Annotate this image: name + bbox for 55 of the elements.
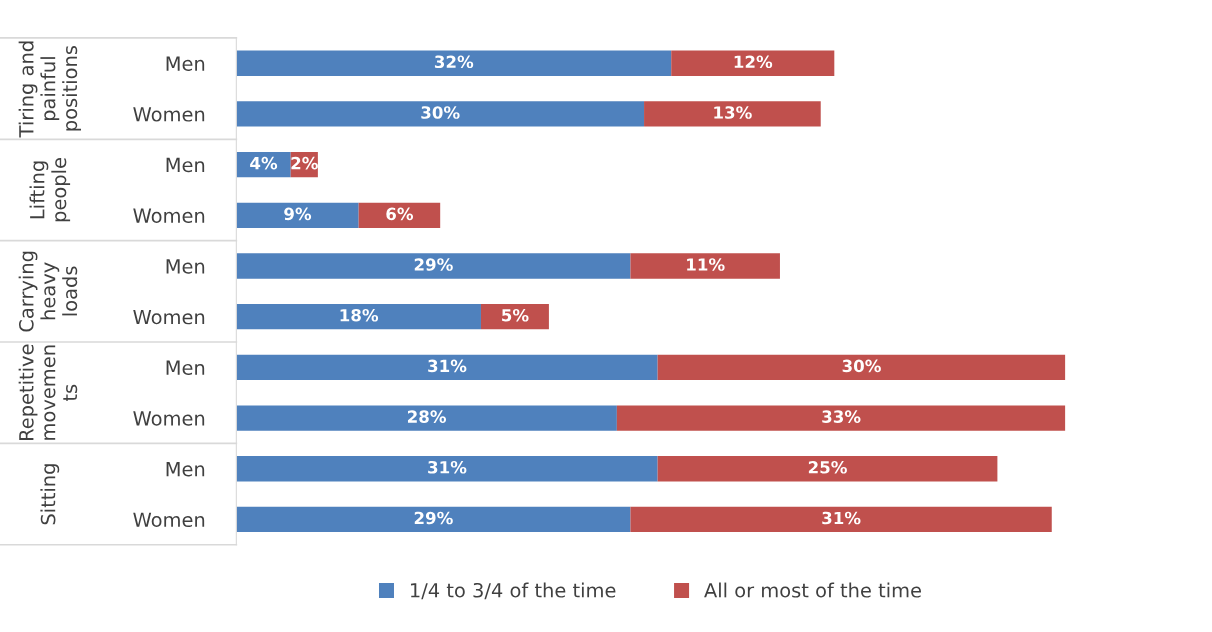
data-label: 18% [340,308,379,322]
data-label: 30% [842,359,881,373]
bar [236,50,672,76]
y-tick-label: Women [133,309,205,325]
data-label: 31% [428,460,467,474]
text: Sitting [40,464,60,525]
bar [657,354,1066,381]
data-label: 29% [414,258,453,271]
data-label: 30% [421,106,460,119]
data-label: 31% [428,359,467,373]
y-tick-label: Men [166,259,205,274]
data-label: 12% [734,55,773,69]
legend-label: 1/4 to 3/4 of the time [410,582,616,600]
y-tick-label: Women [133,208,205,223]
bar [630,253,780,279]
text: Carrying heavy loads [18,251,78,332]
bar [671,50,835,76]
y-tick-label: Men [166,56,205,71]
text: Tiring and painful positions [18,41,81,138]
data-label: 25% [808,460,847,474]
data-label: 33% [822,410,861,423]
bar [644,101,821,127]
data-label: 9% [284,207,312,221]
bar [358,202,441,228]
data-label: 13% [714,106,752,119]
data-label: 6% [386,207,414,221]
y-tick-label: Men [166,461,205,477]
data-label: 32% [434,55,474,69]
bar [236,456,658,482]
bar [236,101,645,127]
y-tick-label: Men [166,157,205,173]
y-tick-label: Women [133,411,205,426]
text: Repetitive movemen ts [18,344,78,441]
legend-label: All or most of the time [704,582,921,598]
text: Lifting people [29,158,71,222]
data-label: 5% [502,308,529,322]
data-label: 31% [822,511,861,525]
data-label: 29% [414,511,453,525]
bar [236,405,617,431]
data-label: 11% [687,258,725,271]
data-label: 2% [291,156,318,170]
y-tick-label: Men [166,360,205,376]
bar [236,506,631,533]
bar [616,405,1066,431]
data-label: 28% [407,410,447,423]
y-tick-label: Women [133,512,205,528]
bar [236,354,658,381]
bar [480,304,549,330]
bar [630,506,1052,533]
data-label: 4% [250,156,278,170]
bar [236,253,631,279]
bar [236,304,481,330]
y-tick-label: Women [133,107,205,122]
bar [657,456,998,482]
bar [236,202,359,228]
